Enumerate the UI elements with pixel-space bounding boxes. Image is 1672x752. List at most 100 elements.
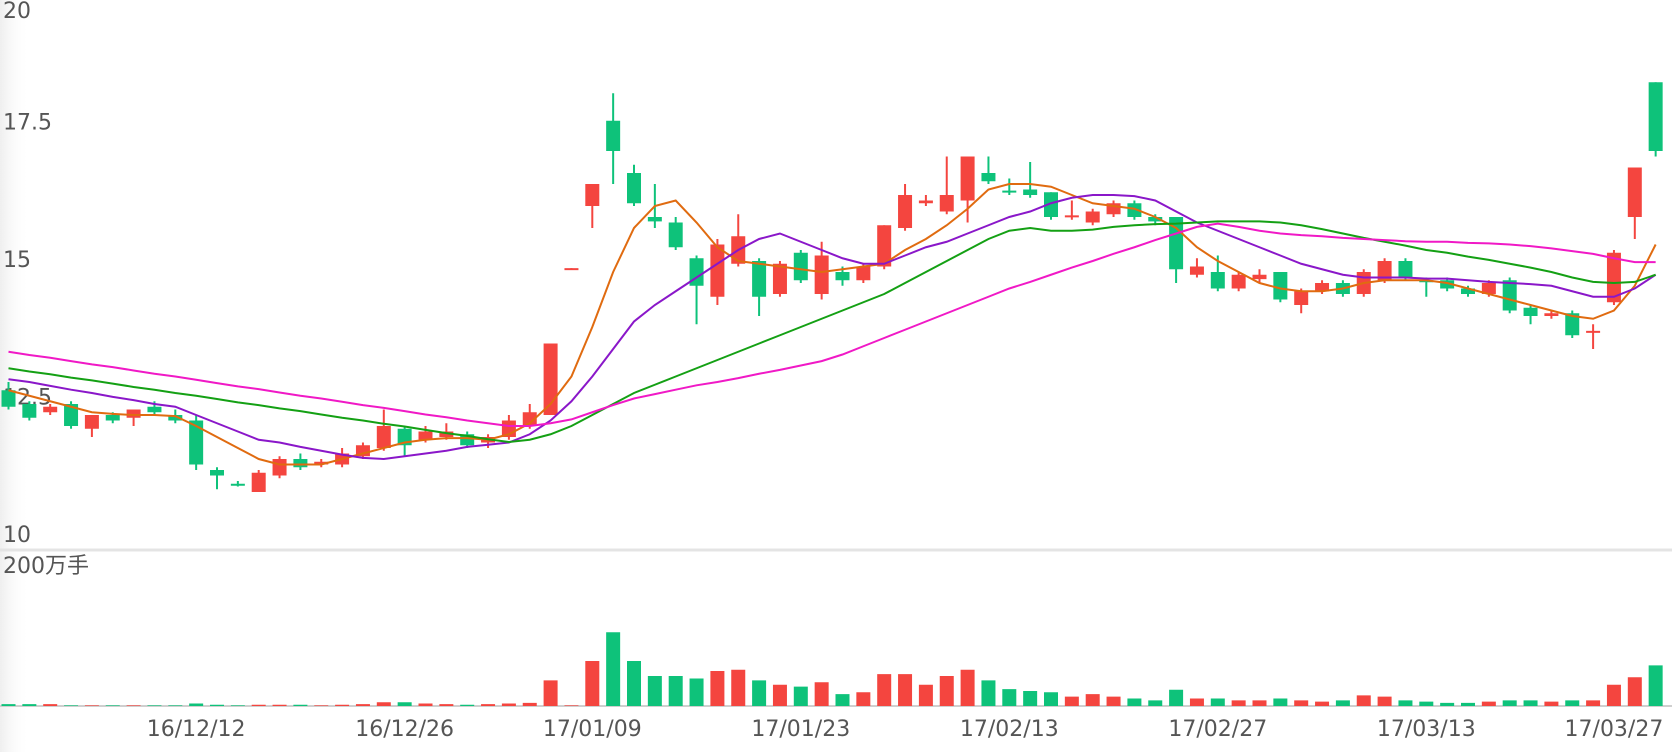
candle-body [543, 343, 558, 415]
volume-bar [105, 705, 120, 706]
volume-bar [1377, 696, 1392, 706]
volume-bar [877, 674, 892, 706]
candle-body [960, 156, 975, 201]
y-tick-label: 20 [3, 0, 31, 24]
volume-bar [1231, 700, 1246, 706]
candle-body [1127, 203, 1142, 217]
volume-bar [564, 705, 579, 706]
candle-body [1002, 190, 1017, 193]
volume-bar [1127, 698, 1142, 706]
candle-body [647, 217, 662, 222]
volume-bar [918, 684, 933, 706]
volume-bar [397, 702, 412, 706]
candle-body [1627, 167, 1642, 217]
candle-body [1252, 274, 1267, 280]
volume-bar [1252, 700, 1267, 706]
volume-bar [64, 705, 79, 706]
candle-body [126, 409, 141, 418]
volume-bar [856, 692, 871, 706]
candle-body [606, 120, 621, 151]
candle-body [710, 244, 725, 297]
candle-body [251, 472, 266, 492]
volume-bar [647, 676, 662, 706]
volume-bar [898, 674, 913, 706]
volume-bar [1064, 696, 1079, 706]
volume-bar [627, 661, 641, 706]
volume-bar [689, 678, 704, 706]
edge-shade [0, 0, 30, 752]
volume-bar [1335, 700, 1350, 706]
candle-body [981, 173, 996, 182]
candle-body [418, 431, 433, 440]
candle-body [1189, 266, 1204, 275]
candle-body [1586, 330, 1601, 333]
volume-bar [522, 702, 537, 706]
volume-bar [293, 704, 308, 706]
volume-bar [210, 704, 224, 706]
candle-body [1148, 217, 1163, 222]
volume-bar [1544, 701, 1559, 706]
volume-bar [1002, 689, 1017, 706]
volume-bar [710, 671, 725, 706]
volume-bar [1565, 700, 1580, 706]
y-tick-label: 15 [3, 248, 31, 273]
volume-bar [168, 705, 183, 706]
candle-body [1064, 215, 1079, 218]
volume-bar [189, 703, 204, 706]
y-tick-label: 200万手 [3, 554, 89, 579]
candle-body [1461, 288, 1475, 294]
candle-body [877, 225, 892, 267]
candle-body [1315, 283, 1330, 292]
candle-body [522, 412, 537, 426]
candle-body [147, 406, 162, 413]
candle-body [939, 195, 954, 212]
candle-body [210, 470, 224, 476]
candle-body [1377, 261, 1392, 281]
volume-bar [731, 669, 746, 706]
candle-body [1231, 274, 1246, 289]
candle-body [627, 173, 641, 204]
volume-bar [147, 705, 162, 706]
candle-body [918, 200, 933, 204]
candle-body [1, 390, 16, 407]
candle-body [835, 272, 850, 281]
x-tick-label: 17/02/13 [960, 717, 1059, 742]
volume-bar [1, 704, 16, 706]
x-tick-label: 17/01/09 [543, 717, 642, 742]
volume-bar [1648, 665, 1663, 706]
volume-bar [314, 705, 329, 706]
volume-bar [1106, 696, 1121, 706]
candle-body [1023, 189, 1038, 195]
volume-bar [585, 661, 600, 706]
candle-body [43, 406, 58, 413]
volume-bar [1294, 700, 1309, 706]
volume-bar [1044, 692, 1058, 706]
candle-body [772, 263, 787, 294]
candle-body [439, 431, 454, 437]
candle-body [64, 404, 79, 426]
volume-bar [772, 684, 787, 706]
candle-body [1106, 203, 1121, 215]
candle-body [856, 266, 871, 281]
volume-bar [1398, 700, 1413, 706]
candle-body [668, 222, 683, 248]
candle-body [1544, 313, 1559, 316]
candle-body [898, 195, 913, 228]
candle-body [793, 252, 808, 281]
volume-bar [355, 704, 370, 706]
volume-bar [1606, 684, 1621, 706]
volume-bar [335, 704, 350, 706]
volume-bar [376, 702, 391, 706]
volume-bar [939, 676, 954, 706]
x-tick-label: 16/12/12 [147, 717, 246, 742]
volume-bar [1085, 694, 1100, 706]
volume-bar [1315, 701, 1330, 706]
volume-bar [835, 694, 850, 706]
candle-body [1565, 313, 1580, 336]
volume-bar [606, 632, 621, 706]
candle-body [230, 483, 245, 486]
volume-bar [814, 682, 829, 706]
volume-bar [1169, 689, 1184, 706]
candle-body [1085, 211, 1100, 223]
